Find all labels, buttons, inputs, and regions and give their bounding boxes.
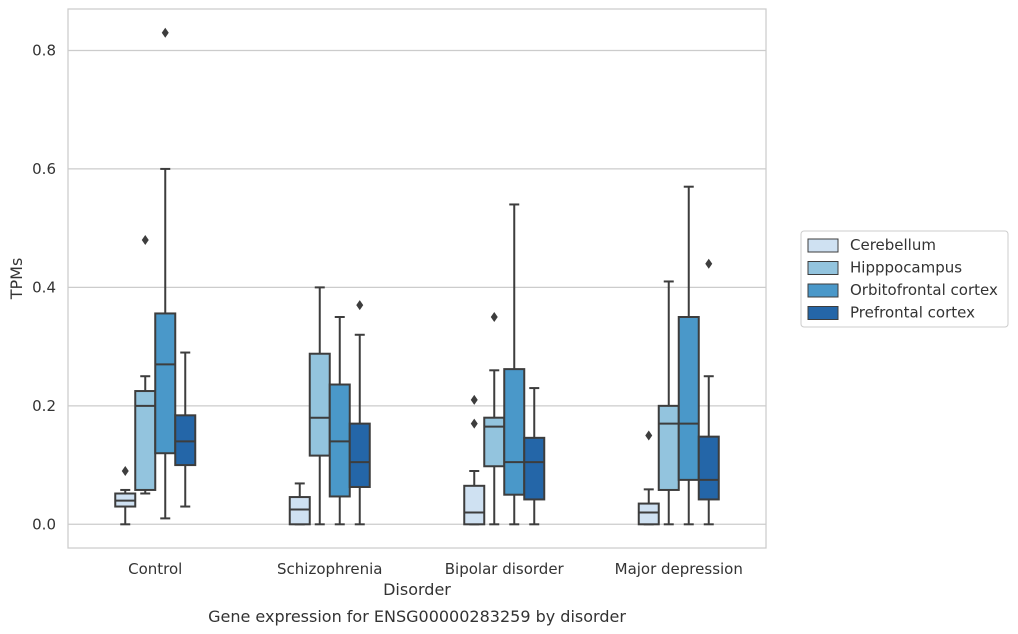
legend-label: Prefrontal cortex xyxy=(850,304,975,322)
box-prefrontal-cortex xyxy=(348,300,371,526)
y-axis-ticks: 0.0 0.2 0.4 0.6 0.8 xyxy=(32,41,56,533)
box-hipppocampus xyxy=(657,280,680,526)
x-axis-ticks: Control Schizophrenia Bipolar disorder Majo… xyxy=(128,560,743,578)
box-hipppocampus xyxy=(483,312,506,526)
box-orbitofrontal-cortex xyxy=(328,316,351,526)
legend-label: Hipppocampus xyxy=(850,259,962,277)
y-tick-label: 0.4 xyxy=(32,278,56,296)
x-axis-title: Disorder xyxy=(383,580,451,599)
legend-swatch xyxy=(807,283,839,298)
outlier-point xyxy=(470,394,478,405)
box-prefrontal-cortex xyxy=(697,258,720,526)
box-orbitofrontal-cortex xyxy=(154,27,177,520)
box-iqr xyxy=(523,436,546,501)
legend: Cerebellum Hipppocampus Orbitofrontal cort… xyxy=(800,230,1009,328)
box-prefrontal-cortex xyxy=(174,351,197,508)
outlier-point xyxy=(161,27,169,38)
box-iqr xyxy=(483,416,506,468)
box-hipppocampus xyxy=(308,286,331,526)
legend-label: Orbitofrontal cortex xyxy=(850,281,998,299)
outlier-point xyxy=(705,258,713,269)
legend-swatch xyxy=(807,261,839,275)
box-iqr xyxy=(308,352,331,457)
outlier-point xyxy=(141,235,149,245)
box-iqr xyxy=(154,312,177,455)
box-cerebellum xyxy=(114,466,137,526)
x-tick-label: Major depression xyxy=(615,560,743,578)
box-iqr xyxy=(463,484,486,526)
legend-swatch xyxy=(807,306,839,320)
plot-area-frame xyxy=(67,8,767,549)
y-tick-label: 0.2 xyxy=(32,397,56,415)
x-tick-label: Bipolar disorder xyxy=(445,560,565,578)
box-iqr xyxy=(657,404,680,491)
box-iqr xyxy=(503,368,526,496)
chart-caption: Gene expression for ENSG00000283259 by d… xyxy=(208,607,626,626)
outlier-point xyxy=(645,430,653,441)
outlier-point xyxy=(470,418,478,429)
box-hipppocampus xyxy=(134,235,157,495)
box-cerebellum xyxy=(637,430,660,526)
box-orbitofrontal-cortex xyxy=(677,185,700,526)
y-axis-title: TPMs xyxy=(7,258,26,301)
outlier-point xyxy=(490,312,498,322)
box-iqr xyxy=(637,502,660,526)
legend-frame xyxy=(800,230,1009,328)
x-tick-label: Control xyxy=(128,560,182,578)
box-groups xyxy=(114,27,720,526)
box-cerebellum xyxy=(288,482,311,526)
box-cerebellum xyxy=(463,394,486,526)
box-orbitofrontal-cortex xyxy=(503,203,526,526)
outlier-point xyxy=(356,300,364,311)
box-iqr xyxy=(697,435,720,501)
box-iqr xyxy=(348,422,371,488)
y-tick-label: 0.8 xyxy=(32,41,56,59)
y-tick-label: 0.6 xyxy=(32,160,56,178)
y-tick-label: 0.0 xyxy=(32,515,56,533)
box-prefrontal-cortex xyxy=(523,387,546,526)
x-tick-label: Schizophrenia xyxy=(277,560,382,578)
box-iqr xyxy=(677,316,700,481)
outlier-point xyxy=(121,466,129,476)
box-iqr xyxy=(174,414,197,467)
legend-label: Cerebellum xyxy=(850,236,936,254)
legend-swatch xyxy=(807,238,839,253)
box-iqr xyxy=(288,496,311,526)
